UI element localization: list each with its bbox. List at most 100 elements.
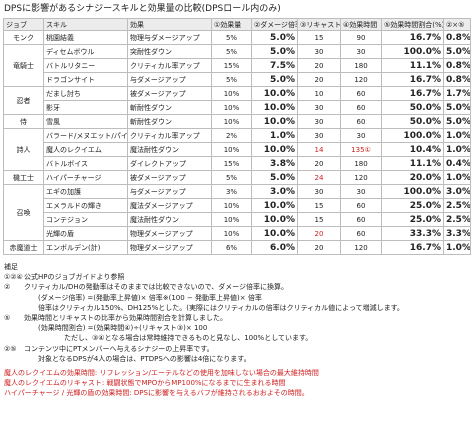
table-row: 竜騎士 ディセムボウル 突耐性ダウン 5% 5.0% 30 30 100.0% … [3, 44, 471, 87]
synergy-table: ジョブ スキル 効果 ①効果量 ②ダメージ倍率 ③リキャスト ④効果時間 ⑤効果… [3, 18, 471, 255]
effect-cell: クリティカル率アップ [127, 58, 212, 73]
ratio-cell: 25.0% [381, 212, 444, 227]
duration-cell: 135① [340, 142, 382, 157]
recast-cell: 20 [297, 58, 341, 73]
ratio-cell: 25.0% [381, 198, 444, 213]
effect-amount-cell: 10% [211, 86, 252, 101]
effect-cell: 被ダメージアップ [127, 86, 212, 101]
damage-cell: 10.0% [251, 114, 298, 129]
damage-cell: 5.0% [251, 72, 298, 87]
note-text: ただし、③④となる場合は常時維持できるものと見なし、100%としています。 [64, 334, 313, 343]
effect-amount-cell: 2% [211, 128, 252, 143]
ratio-cell: 16.7% [381, 240, 444, 255]
skill-cell: だまし討ち [43, 86, 128, 101]
table-row: エメラルドの輝き 魔法ダメージアップ 10% 10.0% 15 60 25.0%… [4, 198, 471, 213]
effect-amount-cell: 3% [211, 184, 252, 199]
skill-cell: バトルボイス [43, 156, 128, 171]
product-cell: 1.0% [443, 170, 471, 185]
recast-cell: 30 [297, 184, 341, 199]
header-damage-multiplier: ②ダメージ倍率 [251, 18, 298, 31]
table-row: 赤魔道士 エンボルデン(計) 物理ダメージアップ 6% 6.0% 20 120 … [3, 240, 471, 255]
job-cell: 詩人 [3, 128, 44, 171]
table-header-row: ジョブ スキル 効果 ①効果量 ②ダメージ倍率 ③リキャスト ④効果時間 ⑤効果… [3, 18, 471, 31]
damage-cell: 7.5% [251, 58, 298, 73]
note-key: ②⑤ [4, 344, 17, 353]
job-cell: 侍 [3, 114, 44, 129]
duration-cell: 90 [340, 30, 382, 45]
note-key: ①②④ [4, 273, 23, 282]
product-cell: 3.3% [443, 226, 471, 241]
duration-cell: 120 [340, 170, 382, 185]
ratio-cell: 11.1% [381, 156, 444, 171]
duration-cell: 180 [340, 156, 382, 171]
effect-amount-cell: 6% [211, 240, 252, 255]
recast-cell: 30 [297, 114, 341, 129]
ratio-cell: 20.0% [381, 170, 444, 185]
warning-line: 魔人のレクイエムのリキャスト: 戦闘状態でMPOからMP100%になるまでに生ま… [4, 379, 286, 388]
product-cell: 0.4% [443, 156, 471, 171]
damage-cell: 3.8% [251, 156, 298, 171]
damage-cell: 10.0% [251, 226, 298, 241]
effect-amount-cell: 10% [211, 100, 252, 115]
damage-cell: 5.0% [251, 44, 298, 59]
effect-amount-cell: 10% [211, 142, 252, 157]
duration-cell: 30 [340, 44, 382, 59]
duration-cell: 60 [340, 198, 382, 213]
note-line: ①②④ 公式HPのジョブガイドより参照 [4, 272, 470, 282]
recast-cell: 14 [297, 142, 341, 157]
header-job: ジョブ [3, 18, 44, 31]
damage-cell: 5.0% [251, 170, 298, 185]
warning-line: 魔人のレクイエムの効果時間: リフレッション/エーテルなどの使用を加味しない場合… [4, 369, 319, 378]
effect-amount-cell: 15% [211, 156, 252, 171]
note-text: 倍率はクリティカル150%、DH125%とした。(実際にはクリティカルの倍率はク… [38, 303, 404, 312]
product-cell: 5.0% [443, 100, 471, 115]
recast-cell: 20 [297, 240, 341, 255]
table-row: 忍者 だまし討ち 被ダメージアップ 10% 10.0% 10 60 16.7% … [3, 86, 471, 115]
header-effect-amount: ①効果量 [211, 18, 252, 31]
table-row: 機工士 ハイパーチャージ 被ダメージアップ 5% 5.0% 24 120 20.… [3, 170, 471, 185]
duration-cell: 30 [340, 184, 382, 199]
product-cell: 1.0% [443, 240, 471, 255]
skill-cell: ドラゴンサイト [43, 72, 128, 87]
table-row: モンク 桃園結義 物理与ダメージアップ 5% 5.0% 15 90 16.7% … [3, 30, 471, 45]
note-key: ⑤ [4, 314, 11, 323]
effect-cell: クリティカル率アップ [127, 128, 212, 143]
damage-cell: 3.0% [251, 184, 298, 199]
ratio-cell: 16.7% [381, 72, 444, 87]
table-row: 侍 雪風 斬耐性ダウン 10% 10.0% 30 60 50.0% 5.0% [3, 114, 471, 129]
effect-cell: 魔法耐性ダウン [127, 142, 212, 157]
damage-cell: 10.0% [251, 212, 298, 227]
job-cell: 召喚 [3, 184, 44, 241]
product-cell: 1.0% [443, 128, 471, 143]
skill-cell: 光輝の盾 [43, 226, 128, 241]
recast-cell: 15 [297, 30, 341, 45]
product-cell: 3.0% [443, 184, 471, 199]
skill-cell: エギの加護 [43, 184, 128, 199]
recast-cell: 30 [297, 100, 341, 115]
note-line: ②⑤ コンテンツ中にPTメンバーへ与えるシナジーの上昇率です。 [4, 344, 470, 354]
effect-cell: 物理与ダメージアップ [127, 30, 212, 45]
effect-cell: 斬耐性ダウン [127, 100, 212, 115]
job-cell: モンク [3, 30, 44, 45]
job-cell: 赤魔道士 [3, 240, 44, 255]
duration-cell: 60 [340, 100, 382, 115]
damage-cell: 6.0% [251, 240, 298, 255]
effect-cell: 与ダメージアップ [127, 184, 212, 199]
notes-section: 補足 ①②④ 公式HPのジョブガイドより参照 ② クリティカル/DHの発動率はそ… [4, 262, 470, 399]
effect-cell: 魔法耐性ダウン [127, 212, 212, 227]
skill-cell: ハイパーチャージ [43, 170, 128, 185]
header-effect: 効果 [127, 18, 212, 31]
product-cell: 0.8% [443, 58, 471, 73]
table-row: バトルボイス ダイレクトアップ 15% 3.8% 20 180 11.1% 0.… [4, 156, 471, 171]
effect-cell: 斬耐性ダウン [127, 114, 212, 129]
recast-cell: 30 [297, 44, 341, 59]
duration-cell: 60 [340, 86, 382, 101]
note-text: 対象となるDPSが4人の場合は、PTDPSへの影響は4倍になります。 [38, 354, 251, 363]
skill-cell: 魔人のレクイエム [43, 142, 128, 157]
damage-cell: 5.0% [251, 30, 298, 45]
ratio-cell: 16.7% [381, 86, 444, 101]
table-row: 詩人 バラード/メヌエット/パイオン クリティカル率アップ 2% 1.0% 30… [3, 128, 471, 171]
product-cell: 1.7% [443, 86, 471, 101]
product-cell: 0.8% [443, 72, 471, 87]
header-recast: ③リキャスト [297, 18, 341, 31]
